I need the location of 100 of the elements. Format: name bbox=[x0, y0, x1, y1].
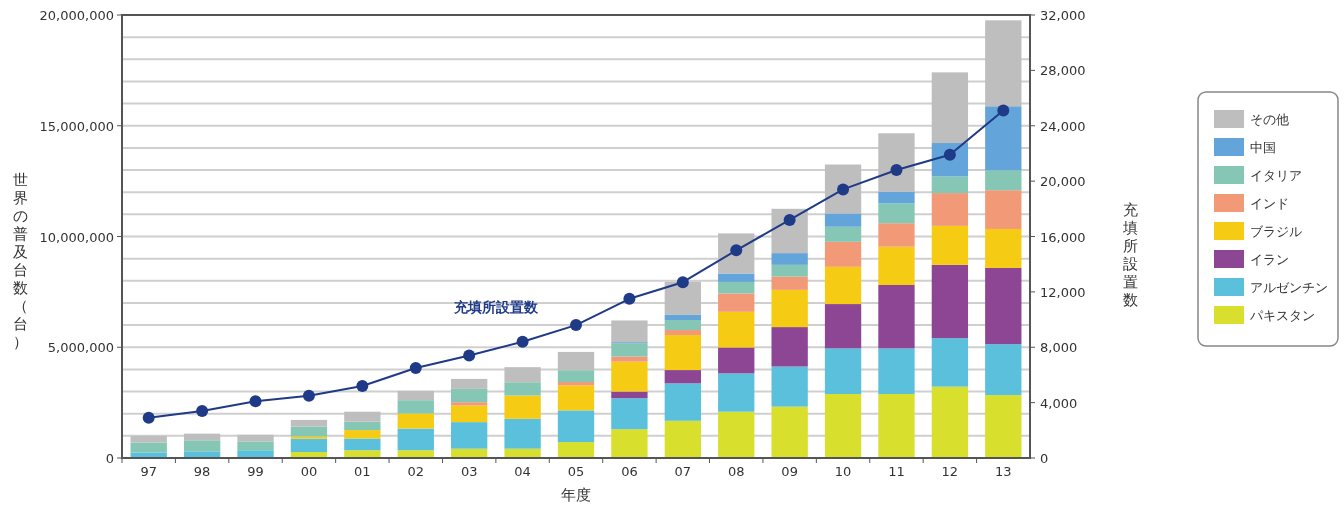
x-axis-title: 年度 bbox=[561, 486, 591, 504]
x-tick-label: 12 bbox=[941, 464, 959, 479]
bar bbox=[344, 450, 381, 458]
x-tick-label: 11 bbox=[888, 464, 905, 479]
bar bbox=[290, 438, 328, 453]
bar bbox=[611, 429, 648, 458]
point bbox=[570, 319, 582, 332]
bar bbox=[931, 72, 969, 144]
bar bbox=[504, 395, 541, 419]
bar bbox=[878, 191, 915, 204]
point bbox=[516, 335, 529, 348]
bar bbox=[664, 420, 701, 458]
y-axis-title: 世界の普及台数（台） bbox=[12, 171, 28, 351]
bar bbox=[557, 370, 595, 383]
bar bbox=[451, 388, 488, 403]
bar bbox=[397, 413, 434, 429]
point bbox=[463, 349, 476, 362]
bar bbox=[931, 338, 969, 387]
bar bbox=[344, 438, 381, 451]
bar bbox=[290, 436, 328, 439]
bar bbox=[824, 304, 862, 349]
legend-label: パキスタン bbox=[1249, 308, 1315, 323]
y2-tick-label: 4,000 bbox=[1040, 395, 1078, 411]
bar bbox=[718, 347, 755, 374]
bar bbox=[237, 434, 274, 442]
y-tick-label: 15,000,000 bbox=[39, 118, 114, 134]
x-tick-label: 99 bbox=[247, 464, 264, 479]
point bbox=[676, 276, 689, 289]
bar bbox=[290, 426, 328, 437]
point bbox=[409, 362, 422, 375]
bar bbox=[985, 170, 1022, 191]
bar bbox=[664, 370, 701, 384]
y-tick-label: 5,000,000 bbox=[47, 340, 114, 356]
bar bbox=[611, 356, 648, 362]
x-tick-label: 01 bbox=[354, 464, 371, 479]
bar bbox=[397, 400, 434, 414]
bar bbox=[985, 106, 1022, 171]
bar bbox=[771, 276, 808, 290]
bar bbox=[183, 440, 221, 452]
bar bbox=[985, 190, 1022, 229]
bar bbox=[557, 351, 595, 371]
bar bbox=[397, 390, 434, 401]
bar bbox=[183, 451, 221, 458]
bar bbox=[664, 314, 701, 321]
x-tick-label: 05 bbox=[567, 464, 585, 479]
bar bbox=[824, 393, 862, 458]
bar bbox=[664, 320, 701, 330]
bar bbox=[878, 246, 915, 286]
bar bbox=[451, 422, 488, 449]
bar bbox=[824, 226, 862, 242]
bar bbox=[931, 225, 969, 265]
y2-tick-label: 20,000 bbox=[1040, 174, 1086, 190]
bar bbox=[985, 20, 1022, 107]
legend-label: アルゼンチン bbox=[1250, 280, 1328, 295]
bar bbox=[771, 366, 808, 407]
bar bbox=[824, 241, 862, 267]
bar bbox=[718, 281, 755, 294]
point bbox=[196, 404, 209, 417]
bar bbox=[611, 361, 648, 392]
bar bbox=[664, 281, 701, 315]
legend-label: ブラジル bbox=[1250, 224, 1302, 239]
bar bbox=[290, 419, 328, 427]
bar bbox=[878, 223, 915, 247]
y2-tick-label: 32,000 bbox=[1040, 8, 1086, 23]
x-tick-label: 00 bbox=[300, 464, 318, 479]
bar bbox=[985, 267, 1022, 345]
bar bbox=[771, 406, 808, 458]
bar bbox=[504, 382, 541, 396]
point bbox=[249, 395, 262, 408]
bar bbox=[451, 402, 488, 406]
bar bbox=[931, 386, 969, 458]
bar bbox=[611, 391, 648, 399]
x-tick-label: 04 bbox=[514, 464, 531, 479]
point bbox=[302, 389, 315, 402]
x-tick-label: 07 bbox=[674, 464, 692, 479]
y-tick-label: 20,000,000 bbox=[39, 8, 114, 23]
bar bbox=[771, 289, 808, 328]
point bbox=[142, 411, 155, 424]
bar bbox=[344, 421, 381, 431]
y2-axis-title: 充填所設置数 bbox=[1122, 201, 1138, 309]
point bbox=[783, 213, 796, 226]
bar bbox=[664, 329, 701, 336]
y2-tick-label: 8,000 bbox=[1040, 340, 1078, 356]
bar bbox=[878, 348, 915, 394]
legend-label: イタリア bbox=[1250, 168, 1302, 183]
bar bbox=[451, 405, 488, 423]
bar bbox=[557, 410, 595, 443]
x-tick-label: 13 bbox=[995, 464, 1012, 479]
bar bbox=[664, 335, 701, 371]
bar bbox=[504, 367, 541, 383]
y2-tick-label: 12,000 bbox=[1040, 284, 1086, 300]
point bbox=[356, 380, 369, 393]
bar bbox=[611, 320, 648, 343]
bar bbox=[985, 344, 1022, 396]
bar bbox=[611, 398, 648, 430]
x-tick-label: 97 bbox=[140, 464, 157, 479]
bar bbox=[557, 442, 595, 458]
x-tick-label: 09 bbox=[781, 464, 798, 479]
y-tick-label: 10,000,000 bbox=[39, 229, 114, 245]
bar bbox=[931, 193, 969, 226]
